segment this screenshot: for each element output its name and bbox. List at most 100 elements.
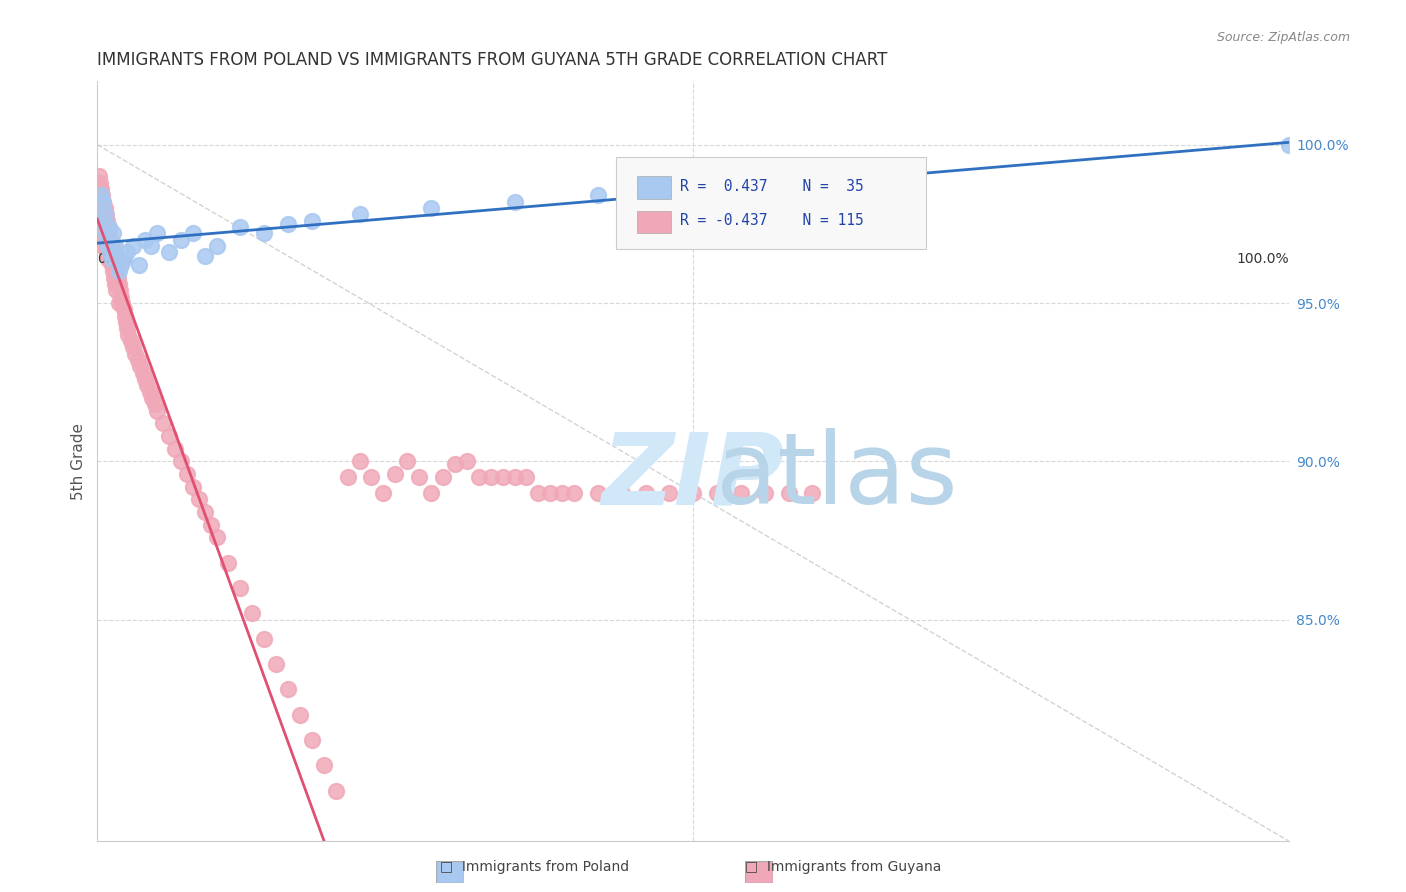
Point xyxy=(97,239,120,253)
Point xyxy=(479,470,502,484)
Point xyxy=(325,783,347,797)
Point xyxy=(94,207,117,221)
Point xyxy=(128,258,150,272)
Point xyxy=(301,733,323,747)
Point xyxy=(91,194,114,209)
Point xyxy=(91,201,114,215)
Point xyxy=(129,359,152,374)
Point xyxy=(89,207,111,221)
Point xyxy=(98,227,121,241)
Point xyxy=(229,219,252,234)
Point xyxy=(96,233,118,247)
FancyBboxPatch shape xyxy=(637,177,671,199)
Point xyxy=(139,384,162,399)
Point xyxy=(107,270,129,285)
Point xyxy=(89,213,111,227)
Point xyxy=(349,207,371,221)
Point xyxy=(112,252,135,266)
Point xyxy=(146,227,169,241)
Point xyxy=(93,217,115,231)
Point xyxy=(157,245,180,260)
Point xyxy=(100,239,122,253)
Point xyxy=(336,470,359,484)
Point xyxy=(90,227,112,241)
Point xyxy=(96,227,118,241)
FancyBboxPatch shape xyxy=(616,157,925,249)
Point xyxy=(264,657,287,671)
Point xyxy=(108,283,131,297)
Text: □  Immigrants from Poland: □ Immigrants from Poland xyxy=(440,860,628,874)
Point xyxy=(200,517,222,532)
Point xyxy=(91,219,114,234)
Point xyxy=(97,233,120,247)
Point xyxy=(127,353,149,368)
Point xyxy=(91,233,114,247)
Point xyxy=(187,492,209,507)
Point xyxy=(101,245,124,260)
Point xyxy=(373,486,395,500)
Point xyxy=(277,682,299,697)
Point xyxy=(91,207,114,221)
Point xyxy=(551,486,574,500)
Point xyxy=(349,454,371,468)
Point xyxy=(136,378,159,392)
Point xyxy=(105,283,128,297)
Point xyxy=(97,252,120,266)
Point xyxy=(115,321,138,335)
Text: atlas: atlas xyxy=(716,428,957,525)
Point xyxy=(610,486,633,500)
Point xyxy=(170,454,193,468)
Text: R = -0.437    N = 115: R = -0.437 N = 115 xyxy=(681,213,863,228)
Point xyxy=(117,327,139,342)
Point xyxy=(141,391,163,405)
Point xyxy=(110,290,132,304)
Point xyxy=(90,213,112,227)
Point xyxy=(146,403,169,417)
Text: IMMIGRANTS FROM POLAND VS IMMIGRANTS FROM GUYANA 5TH GRADE CORRELATION CHART: IMMIGRANTS FROM POLAND VS IMMIGRANTS FRO… xyxy=(97,51,887,69)
Point xyxy=(115,245,138,260)
Point xyxy=(103,270,125,285)
Point xyxy=(103,252,125,266)
Point xyxy=(801,486,824,500)
Point xyxy=(104,277,127,291)
Point xyxy=(93,207,115,221)
Point xyxy=(90,182,112,196)
Point xyxy=(586,486,609,500)
Y-axis label: 5th Grade: 5th Grade xyxy=(72,423,86,500)
Point xyxy=(89,194,111,209)
Point xyxy=(94,227,117,241)
Point xyxy=(91,213,114,227)
Point xyxy=(101,264,124,278)
Point xyxy=(87,185,110,199)
Point xyxy=(194,505,217,519)
Point xyxy=(754,486,776,500)
Point xyxy=(152,417,174,431)
Point xyxy=(205,530,228,544)
Point xyxy=(253,227,276,241)
Point xyxy=(98,245,121,260)
Point xyxy=(240,607,263,621)
Point xyxy=(100,252,122,266)
Point xyxy=(562,486,585,500)
Point xyxy=(105,264,128,278)
Point xyxy=(408,470,430,484)
Point xyxy=(301,213,323,227)
Point xyxy=(658,486,681,500)
Point xyxy=(444,458,467,472)
FancyBboxPatch shape xyxy=(637,211,671,234)
Point xyxy=(96,213,118,227)
Point xyxy=(586,188,609,202)
Text: ZIP: ZIP xyxy=(602,428,785,525)
Point xyxy=(101,227,124,241)
Point xyxy=(205,239,228,253)
Point xyxy=(90,188,112,202)
Point xyxy=(503,194,526,209)
Point xyxy=(527,486,550,500)
Point xyxy=(176,467,198,481)
Point xyxy=(100,252,122,266)
Point xyxy=(634,486,657,500)
Point xyxy=(396,454,419,468)
Point xyxy=(134,372,156,386)
Point xyxy=(217,556,239,570)
Point xyxy=(104,239,127,253)
